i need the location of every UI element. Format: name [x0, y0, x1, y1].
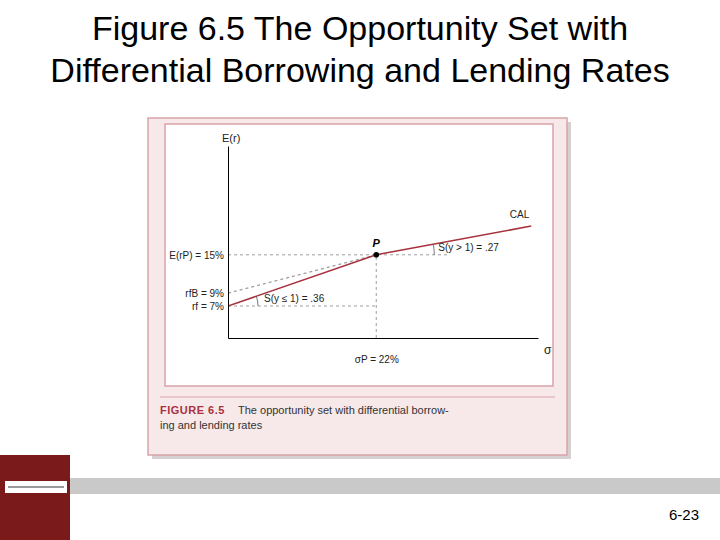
series-line	[228, 255, 376, 293]
guide-line	[376, 255, 377, 338]
x-axis-line	[229, 338, 539, 339]
y-tick-label: rf = 7%	[192, 301, 224, 312]
x-axis: σP = 22%	[229, 338, 539, 365]
y-tick-label: rfB = 9%	[185, 288, 224, 299]
x-tick-label: σP = 22%	[355, 354, 399, 365]
page-number: 6-23	[669, 506, 699, 523]
y-tick: rf = 7%	[192, 301, 228, 312]
slide-title-line: Figure 6.5 The Opportunity Set with	[92, 9, 628, 47]
angle-arc	[256, 296, 258, 306]
y-axis-title: E(r)	[222, 132, 240, 144]
angle-arc	[433, 244, 435, 255]
annotation: S(y > 1) = .27	[438, 242, 499, 253]
annotation: S(y ≤ 1) = .36	[264, 293, 325, 304]
y-tick: E(rP) = 15%	[169, 250, 228, 261]
guide-line	[228, 306, 376, 307]
y-axis: rf = 7% rfB = 9% E(rP) = 15%	[169, 147, 228, 339]
slide-title-line: Differential Borrowing and Lending Rates	[50, 51, 669, 89]
caption-text: ing and lending rates	[160, 419, 263, 431]
figure-panel	[148, 118, 567, 455]
y-axis-line	[228, 147, 229, 339]
annotation: P	[373, 237, 381, 249]
plot-area	[228, 226, 531, 338]
logo-inner	[5, 481, 67, 493]
y-tick-label: E(rP) = 15%	[169, 250, 224, 261]
caption-rule	[160, 397, 555, 398]
chart: rf = 7% rfB = 9% E(rP) = 15% σP = 22% E(r) σ C…	[169, 132, 552, 365]
caption-text: The opportunity set with differential bo…	[238, 404, 449, 416]
series-label: CAL	[510, 209, 530, 220]
y-tick: rfB = 9%	[185, 288, 228, 299]
background	[0, 0, 720, 540]
series-line	[228, 226, 531, 306]
x-axis-title: σ	[544, 343, 552, 357]
chart-box	[165, 124, 553, 386]
caption-label: FIGURE 6.5	[160, 404, 225, 416]
logo-stripe	[8, 486, 64, 488]
point-p	[373, 252, 379, 258]
slide: Figure 6.5 The Opportunity Set with Diffe…	[0, 0, 720, 540]
logo-box	[0, 455, 70, 540]
guide-line	[228, 254, 448, 255]
x-tick: σP = 22%	[355, 338, 399, 365]
slide-title: Figure 6.5 The Opportunity Set with Diffe…	[50, 9, 669, 89]
footer-bar	[70, 478, 720, 494]
